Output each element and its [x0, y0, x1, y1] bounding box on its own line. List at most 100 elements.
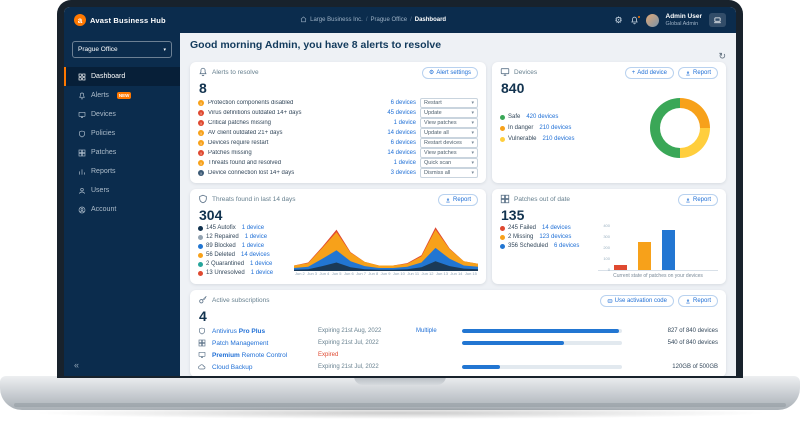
legend-label: 245 Failed: [508, 225, 537, 231]
legend-devices-link[interactable]: 6 devices: [554, 243, 580, 249]
legend-devices-link[interactable]: 1 device: [241, 225, 265, 231]
y-tick-label: 200: [603, 245, 610, 250]
alert-action-select[interactable]: Restart devices ▾: [420, 138, 478, 148]
x-tick-label: Jun 6: [343, 271, 354, 276]
sidebar-item-users[interactable]: Users: [64, 181, 180, 200]
alert-settings-button[interactable]: ⚙ Alert settings: [421, 67, 478, 79]
sidebar-item-reports[interactable]: Reports: [64, 162, 180, 181]
sidebar-item-account[interactable]: Account: [64, 200, 180, 219]
chevron-down-icon: ▾: [471, 140, 474, 146]
alert-row: ! Virus definitions outdated 14+ days 45…: [198, 108, 478, 118]
laptop-screen: a Avast Business Hub Large Business Inc.…: [57, 0, 743, 378]
alert-devices-link[interactable]: 6 devices: [390, 100, 416, 106]
legend-devices-link[interactable]: 420 devices: [526, 114, 559, 120]
user-role: Global Admin: [665, 20, 699, 27]
breadcrumb-item-large-business-inc-[interactable]: Large Business Inc.: [310, 17, 363, 23]
device-view-button[interactable]: [709, 13, 726, 27]
alert-row: ! Devices require restart 6 devices Rest…: [198, 138, 478, 148]
legend-devices-link[interactable]: 1 device: [250, 261, 273, 267]
alert-action-select[interactable]: Quick scan ▾: [420, 158, 478, 168]
office-selector[interactable]: Prague Office ▾: [72, 41, 172, 58]
alert-row: ! Critical patches missing 1 device View…: [198, 118, 478, 128]
sidebar-item-label: Devices: [91, 111, 116, 118]
avatar[interactable]: [645, 13, 659, 27]
alert-action-select[interactable]: View patches ▾: [420, 118, 478, 128]
legend-label: Vulnerable: [508, 136, 537, 142]
settings-gear-icon[interactable]: ⚙: [614, 14, 623, 25]
subscription-name-link[interactable]: Cloud Backup: [212, 363, 253, 371]
alert-action-select[interactable]: View patches ▾: [420, 148, 478, 158]
legend-devices-link[interactable]: 123 devices: [539, 234, 572, 240]
subscription-name-link[interactable]: Premium Remote Control: [212, 351, 288, 359]
alert-list: ! Protection components disabled 6 devic…: [198, 98, 478, 178]
brand[interactable]: a Avast Business Hub: [74, 14, 166, 26]
subscription-multiple-link[interactable]: Multiple: [416, 328, 437, 334]
breadcrumb-item-dashboard[interactable]: Dashboard: [414, 17, 447, 23]
breadcrumb-items: Large Business Inc. / Prague Office / Dashbo…: [310, 17, 446, 23]
bar-chart-bars: 400 300 200 100 0: [598, 223, 718, 272]
main-content: Good morning Admin, you have 8 alerts to…: [180, 33, 736, 376]
legend-devices-link[interactable]: 210 devices: [539, 125, 572, 131]
subscription-name-link[interactable]: Antivirus Pro Plus: [212, 327, 266, 335]
alert-action-select[interactable]: Restart ▾: [420, 98, 478, 108]
breadcrumb-separator: /: [365, 17, 368, 23]
devices-report-button[interactable]: Report: [677, 67, 718, 79]
add-device-button[interactable]: + Add device: [624, 67, 674, 79]
patches-card-title: Patches out of date: [514, 195, 571, 203]
progress-fill: [462, 341, 565, 345]
chevron-down-icon: ▾: [471, 130, 474, 136]
sidebar-item-policies[interactable]: Policies: [64, 124, 180, 143]
monitor-icon: [198, 351, 206, 359]
alert-devices-link[interactable]: 45 devices: [387, 110, 416, 116]
y-tick-label: 300: [603, 234, 610, 239]
sidebar-item-dashboard[interactable]: Dashboard: [64, 67, 180, 86]
alert-devices-link[interactable]: 14 devices: [387, 130, 416, 136]
legend-devices-link[interactable]: 14 devices: [241, 252, 270, 258]
legend-dot: [500, 136, 505, 142]
sidebar-item-label: Patches: [91, 149, 117, 156]
breadcrumb-item-prague-office[interactable]: Prague Office: [370, 17, 408, 23]
sidebar-item-label: Reports: [91, 168, 116, 175]
sidebar-item-alerts[interactable]: Alerts NEW: [64, 86, 180, 105]
notifications-bell-icon[interactable]: [630, 14, 641, 25]
chevron-down-icon: ▾: [471, 100, 474, 106]
laptop-icon: [714, 17, 721, 23]
subscriptions-report-button[interactable]: Report: [677, 295, 718, 307]
sidebar-item-patches[interactable]: Patches: [64, 143, 180, 162]
legend-devices-link[interactable]: 1 device: [244, 234, 268, 240]
devices-legend: Safe 420 devices In danger 210 devices V…: [500, 114, 650, 142]
alert-devices-link[interactable]: 14 devices: [387, 150, 416, 156]
alert-action-select[interactable]: Update all ▾: [420, 128, 478, 138]
alert-devices-link[interactable]: 1 device: [393, 120, 416, 126]
topbar: a Avast Business Hub Large Business Inc.…: [64, 7, 736, 33]
alert-devices-link[interactable]: 6 devices: [390, 140, 416, 146]
sidebar-collapse-button[interactable]: «: [74, 360, 80, 370]
alert-action-select[interactable]: Dismiss all ▾: [420, 168, 478, 178]
use-activation-code-button[interactable]: Use activation code: [599, 295, 674, 307]
patches-icon: [78, 149, 86, 157]
refresh-icon[interactable]: ↻: [718, 51, 726, 61]
subscription-expiry: Expiring 21st Jul, 2022: [318, 340, 379, 346]
gear-icon: ⚙: [428, 70, 435, 76]
alert-severity-icon: !: [198, 140, 204, 146]
legend-devices-link[interactable]: 1 device: [241, 243, 265, 249]
alert-devices-link[interactable]: 1 device: [393, 160, 416, 166]
legend-devices-link[interactable]: 14 devices: [542, 225, 571, 231]
y-tick-label: 400: [603, 223, 610, 228]
user-name: Admin User: [665, 13, 702, 21]
x-tick-label: Jun 7: [356, 271, 366, 276]
alert-action-select[interactable]: Update ▾: [420, 108, 478, 118]
patches-report-button[interactable]: Report: [677, 194, 718, 206]
threat-legend-item: 12 Repaired 1 device: [198, 234, 294, 240]
threats-report-button[interactable]: Report: [437, 194, 478, 206]
legend-devices-link[interactable]: 210 devices: [542, 136, 575, 142]
legend-devices-link[interactable]: 1 device: [250, 270, 274, 276]
alert-devices-link[interactable]: 3 devices: [390, 170, 416, 176]
subscription-expiry: Expiring 21st Aug, 2022: [318, 328, 382, 334]
user-menu[interactable]: Admin User Global Admin: [666, 13, 702, 27]
alert-label: Critical patches missing: [208, 120, 272, 126]
sidebar-item-devices[interactable]: Devices: [64, 105, 180, 124]
device-legend-item: In danger 210 devices: [500, 125, 650, 131]
home-icon[interactable]: [300, 15, 307, 25]
subscription-name-link[interactable]: Patch Management: [212, 339, 269, 347]
